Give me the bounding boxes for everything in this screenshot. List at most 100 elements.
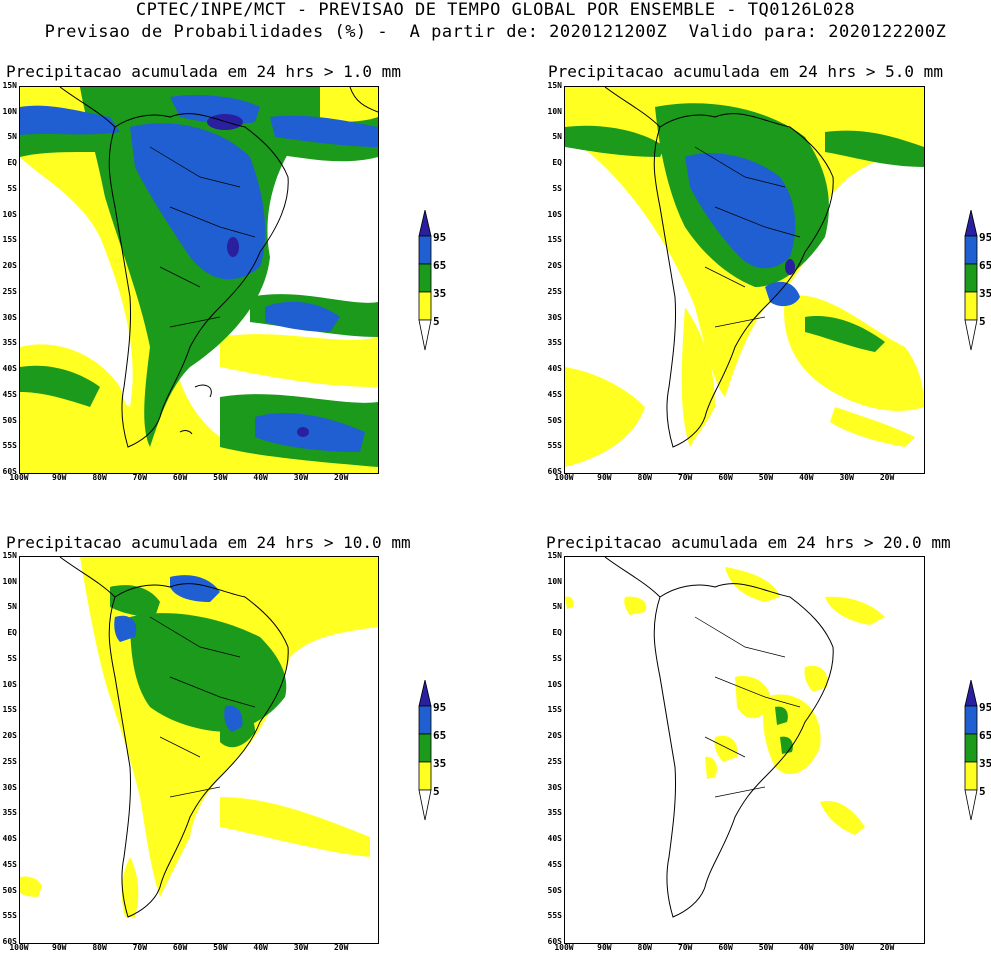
colorbar-segment-65 [964, 235, 978, 265]
lat-label: 60S [2, 467, 17, 476]
lat-label: 50S [547, 415, 562, 425]
lat-label: 50S [2, 885, 17, 895]
map-canvas-1 [20, 87, 378, 473]
lon-label: 30W [839, 943, 854, 952]
map-canvas-4 [565, 557, 885, 918]
lat-label: 50S [2, 415, 17, 425]
lat-label: 10S [2, 679, 17, 689]
lat-label: 5N [7, 602, 17, 612]
lat-label: 45S [547, 859, 562, 869]
lat-label: 55S [2, 911, 17, 921]
lon-label: 70W [677, 473, 693, 482]
colorbar-level-label: 35 [433, 757, 447, 770]
lat-label: 30S [2, 312, 17, 322]
lon-label: 50W [213, 473, 228, 482]
lat-label: 5S [7, 183, 17, 193]
lon-label: 20W [879, 473, 895, 482]
colorbar-top-arrow [418, 209, 432, 237]
lon-label: 20W [333, 473, 349, 482]
lat-label: 40S [547, 364, 562, 374]
colorbar-top-arrow [964, 209, 978, 237]
colorbar-level-label: 5 [433, 785, 440, 798]
lat-label: 55S [547, 441, 562, 451]
lat-label: 10S [547, 209, 562, 219]
colorbar-level-label: 5 [979, 315, 986, 328]
lon-label: 40W [253, 943, 268, 952]
lat-label: 60S [547, 467, 562, 476]
lat-label: 35S [2, 338, 17, 348]
colorbar-graphic [964, 679, 978, 821]
colorbar-level-label: 65 [979, 729, 991, 742]
lat-label: 45S [547, 389, 562, 399]
lon-label: 50W [213, 943, 228, 952]
colorbar-segment-35 [418, 733, 432, 763]
lon-label: 30W [293, 943, 309, 952]
colorbar-level-label: 35 [979, 287, 991, 300]
map-panel-2 [564, 86, 925, 474]
panel-title-2: Precipitacao acumulada em 24 hrs > 5.0 m… [548, 62, 943, 81]
lon-label: 30W [839, 473, 854, 482]
lat-label: 15S [547, 705, 562, 715]
lat-label: 5N [552, 132, 562, 142]
lat-label: 45S [2, 389, 17, 399]
lat-label: EQ [552, 628, 562, 638]
colorbar-level-label: 5 [433, 315, 440, 328]
colorbar-bottom-arrow [964, 319, 978, 351]
lat-label: 15S [547, 235, 562, 245]
lat-label: 10N [2, 106, 17, 116]
lat-label: 30S [547, 782, 562, 792]
lat-label: 45S [2, 859, 17, 869]
lat-label: 10S [2, 209, 17, 219]
lon-label: 70W [132, 943, 148, 952]
lat-label: EQ [7, 628, 17, 638]
lon-label: 50W [758, 473, 774, 482]
colorbar-level-label: 95 [979, 701, 991, 714]
colorbar-segment-5 [964, 761, 978, 791]
colorbar-level-label: 65 [979, 259, 991, 272]
lon-label: 40W [799, 943, 814, 952]
lat-label: 15S [2, 235, 17, 245]
lat-label: 50S [547, 885, 562, 895]
lat-label: EQ [7, 158, 17, 168]
lon-label: 20W [879, 943, 895, 952]
panel-title-3: Precipitacao acumulada em 24 hrs > 10.0 … [6, 533, 411, 552]
colorbar-segment-35 [964, 733, 978, 763]
lat-label: 30S [2, 782, 17, 792]
lat-label: 5N [552, 602, 562, 612]
lon-label: 80W [637, 943, 652, 952]
lon-label: 60W [172, 943, 188, 952]
lat-label: 10N [547, 106, 562, 116]
colorbar-segment-5 [418, 291, 432, 321]
lat-label: 5S [552, 653, 562, 663]
colorbar: 95 65 35 5 [964, 679, 991, 826]
lat-label: 55S [2, 441, 17, 451]
lat-label: 35S [547, 808, 562, 818]
colorbar: 95 65 35 5 [964, 209, 991, 356]
colorbar-segment-65 [418, 705, 432, 735]
lon-label: 80W [92, 943, 107, 952]
lon-label: 80W [637, 473, 652, 482]
lat-label: 20S [2, 731, 17, 741]
lat-label: 15N [547, 551, 562, 560]
colorbar-level-label: 95 [433, 701, 447, 714]
lat-label: 35S [547, 338, 562, 348]
lon-label: 30W [293, 473, 309, 482]
lat-label: EQ [552, 158, 562, 168]
map-canvas-3 [20, 557, 378, 918]
colorbar-segment-35 [964, 263, 978, 293]
lat-label: 5S [552, 183, 562, 193]
colorbar-graphic [964, 209, 978, 351]
colorbar: 95 65 35 5 [418, 209, 446, 356]
panel-title-1: Precipitacao acumulada em 24 hrs > 1.0 m… [6, 62, 401, 81]
lon-label: 100W [554, 473, 574, 482]
lon-label: 20W [333, 943, 349, 952]
lon-label: 100W [554, 943, 574, 952]
colorbar-segment-35 [418, 263, 432, 293]
map-panel-4 [564, 556, 925, 944]
colorbar-level-label: 95 [979, 231, 991, 244]
lat-label: 30S [547, 312, 562, 322]
lat-label: 20S [547, 261, 562, 271]
panel-title-4: Precipitacao acumulada em 24 hrs > 20.0 … [546, 533, 951, 552]
colorbar: 95 65 35 5 [418, 679, 446, 826]
lat-label: 20S [547, 731, 562, 741]
